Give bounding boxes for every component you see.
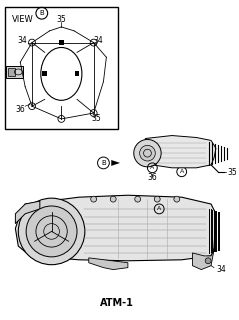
- Text: 34: 34: [17, 36, 27, 45]
- Circle shape: [134, 140, 161, 167]
- Text: 34: 34: [216, 265, 226, 274]
- Bar: [5, 7, 118, 129]
- Polygon shape: [15, 201, 40, 224]
- Circle shape: [26, 206, 77, 257]
- Bar: [59, 40, 64, 45]
- Bar: [75, 71, 79, 76]
- Circle shape: [140, 145, 155, 161]
- Text: B: B: [39, 10, 44, 16]
- Text: A: A: [150, 165, 154, 170]
- Circle shape: [154, 196, 160, 202]
- Circle shape: [91, 196, 97, 202]
- Text: B: B: [101, 160, 106, 166]
- Text: 35: 35: [92, 115, 102, 124]
- Bar: [42, 71, 47, 76]
- Text: ATM-1: ATM-1: [100, 298, 134, 308]
- Bar: [8, 68, 15, 76]
- Polygon shape: [89, 258, 128, 269]
- Circle shape: [110, 196, 116, 202]
- Polygon shape: [143, 136, 216, 168]
- Text: 34: 34: [94, 36, 103, 45]
- Polygon shape: [15, 195, 216, 261]
- Polygon shape: [111, 160, 120, 166]
- Text: 36: 36: [147, 173, 157, 182]
- Text: VIEW: VIEW: [12, 15, 34, 24]
- Circle shape: [18, 198, 85, 265]
- Text: A: A: [157, 206, 161, 212]
- Text: 35: 35: [56, 15, 66, 24]
- Text: 35: 35: [228, 168, 237, 177]
- Circle shape: [174, 196, 180, 202]
- Circle shape: [135, 196, 141, 202]
- Bar: [5, 66, 23, 78]
- Text: A: A: [179, 169, 184, 174]
- Circle shape: [205, 258, 211, 264]
- Polygon shape: [192, 250, 214, 269]
- Text: 36: 36: [15, 105, 25, 114]
